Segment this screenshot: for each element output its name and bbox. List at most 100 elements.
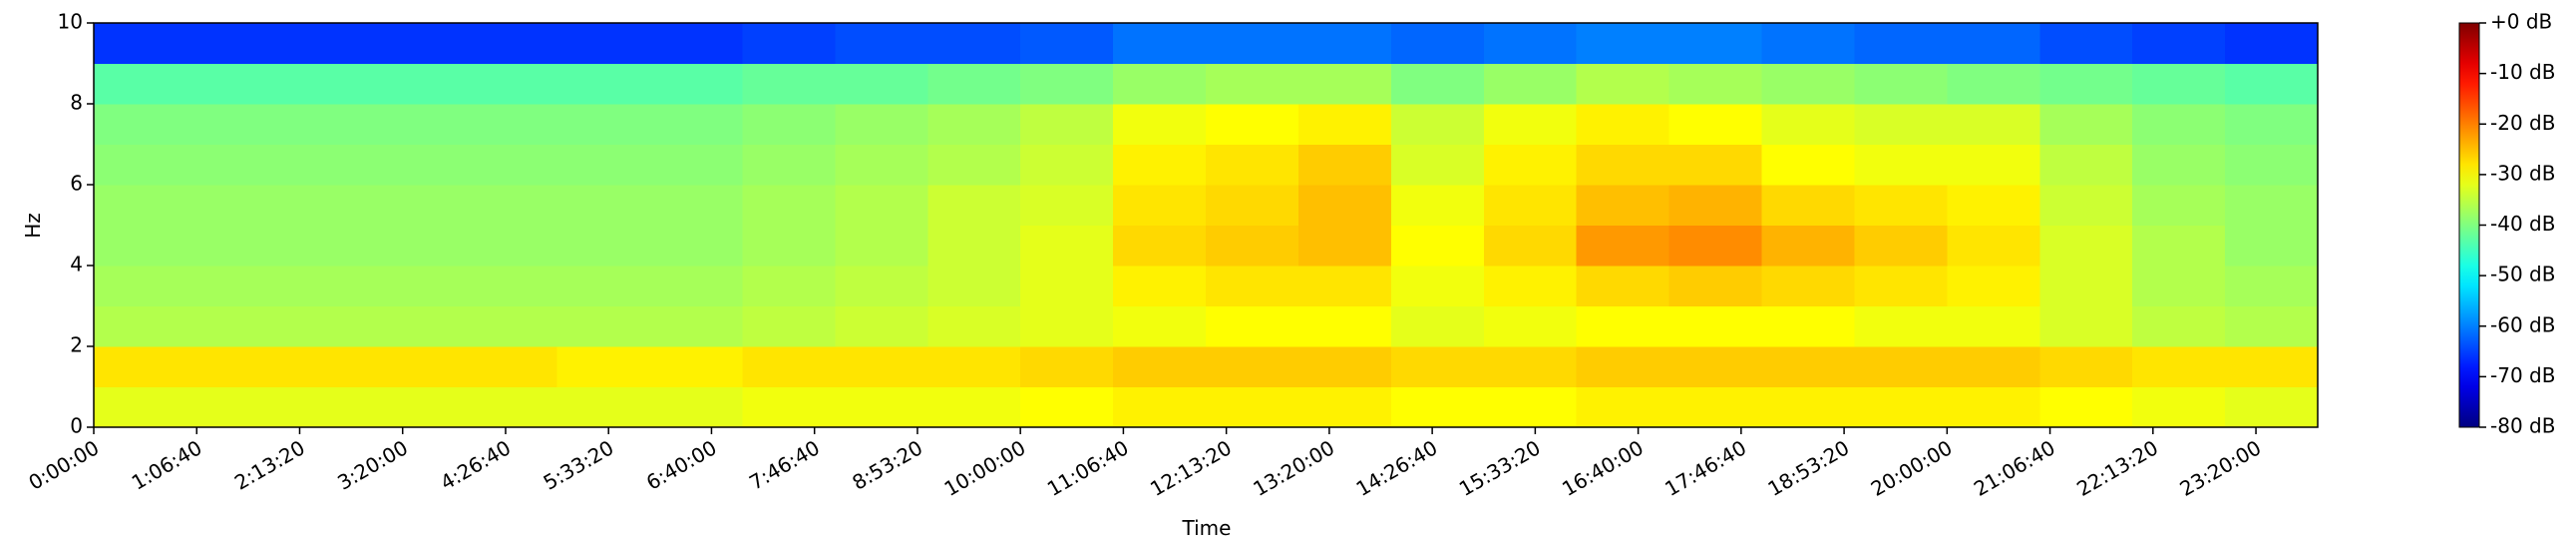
cell <box>835 346 928 387</box>
x-tick-label: 5:33:20 <box>540 435 618 494</box>
cell <box>1576 305 1670 347</box>
cell <box>835 266 928 306</box>
cell <box>1020 144 1114 186</box>
cell <box>927 104 1021 145</box>
cell <box>1020 346 1114 387</box>
x-tick-label: 21:06:40 <box>1970 435 2059 501</box>
cell <box>1390 63 1485 105</box>
cell <box>2132 386 2226 428</box>
cell <box>1020 305 1114 347</box>
cell <box>556 185 650 226</box>
cell <box>2039 346 2133 387</box>
cell <box>1947 63 2040 105</box>
cell <box>2039 23 2133 64</box>
cell <box>1668 225 1762 267</box>
cell <box>2039 63 2133 105</box>
cell <box>1761 386 1855 428</box>
cell <box>556 225 650 267</box>
cell <box>1206 225 1299 267</box>
cell <box>2039 104 2133 145</box>
cell <box>1576 63 1670 105</box>
cell <box>649 266 743 306</box>
cell <box>1854 63 1948 105</box>
cell <box>1113 346 1207 387</box>
cell <box>1297 346 1392 387</box>
cell <box>1390 104 1485 145</box>
cell <box>649 225 743 267</box>
cell <box>1297 225 1392 267</box>
cell <box>371 23 466 64</box>
x-tick-label: 4:26:40 <box>436 435 515 494</box>
x-tick-label: 18:53:20 <box>1764 435 1854 501</box>
cell <box>371 225 466 267</box>
x-tick-label: 12:13:20 <box>1146 435 1236 501</box>
cell <box>1113 144 1207 186</box>
x-tick-label: 13:20:00 <box>1249 435 1338 501</box>
cell <box>1947 185 2040 226</box>
cell <box>1854 305 1948 347</box>
cell <box>1761 346 1855 387</box>
cell <box>1761 104 1855 145</box>
colorbar-tick-label: -40 dB <box>2490 212 2555 236</box>
cell <box>1483 386 1578 428</box>
cell <box>742 185 836 226</box>
x-tick-label: 22:13:20 <box>2072 435 2162 501</box>
cell <box>1761 185 1855 226</box>
cell <box>835 144 928 186</box>
cell <box>1854 386 1948 428</box>
cell <box>2225 23 2319 64</box>
cell <box>1576 144 1670 186</box>
cell <box>1576 266 1670 306</box>
cell <box>94 144 187 186</box>
cell <box>927 386 1021 428</box>
cell <box>1576 185 1670 226</box>
cell <box>2132 225 2226 267</box>
colorbar-tick-label: -30 dB <box>2490 161 2555 185</box>
cell <box>742 144 836 186</box>
cell <box>1297 63 1392 105</box>
cell <box>1483 346 1578 387</box>
cell <box>185 386 280 428</box>
colorbar-tick-label: -10 dB <box>2490 60 2555 84</box>
cell <box>1390 225 1485 267</box>
cell <box>185 305 280 347</box>
cell <box>1761 23 1855 64</box>
cell <box>556 305 650 347</box>
x-tick-label: 16:40:00 <box>1558 435 1648 501</box>
cell <box>742 104 836 145</box>
cell <box>1483 63 1578 105</box>
cell <box>278 346 373 387</box>
cell <box>1020 23 1114 64</box>
cell <box>1297 305 1392 347</box>
cell <box>649 346 743 387</box>
cell <box>1947 225 2040 267</box>
cell <box>742 63 836 105</box>
cell <box>464 305 558 347</box>
cell <box>2225 185 2319 226</box>
cell <box>1390 346 1485 387</box>
cell <box>2225 266 2319 306</box>
cell <box>278 386 373 428</box>
cell <box>1206 104 1299 145</box>
cell <box>1020 63 1114 105</box>
cell <box>94 266 187 306</box>
cell <box>1206 185 1299 226</box>
x-tick-label: 20:00:00 <box>1867 435 1957 501</box>
cell <box>1020 225 1114 267</box>
y-tick-label: 2 <box>70 333 83 357</box>
cell <box>1761 63 1855 105</box>
cell <box>1020 185 1114 226</box>
cell <box>2225 63 2319 105</box>
cell <box>2225 104 2319 145</box>
cell <box>278 23 373 64</box>
cell <box>1297 144 1392 186</box>
cell <box>1113 305 1207 347</box>
cell <box>94 225 187 267</box>
cell <box>185 346 280 387</box>
cell <box>464 144 558 186</box>
colorbar-tick-label: -70 dB <box>2490 363 2555 387</box>
x-tick-label: 0:00:00 <box>24 435 103 494</box>
cell <box>1576 23 1670 64</box>
y-tick-label: 6 <box>70 172 83 196</box>
cell <box>185 23 280 64</box>
